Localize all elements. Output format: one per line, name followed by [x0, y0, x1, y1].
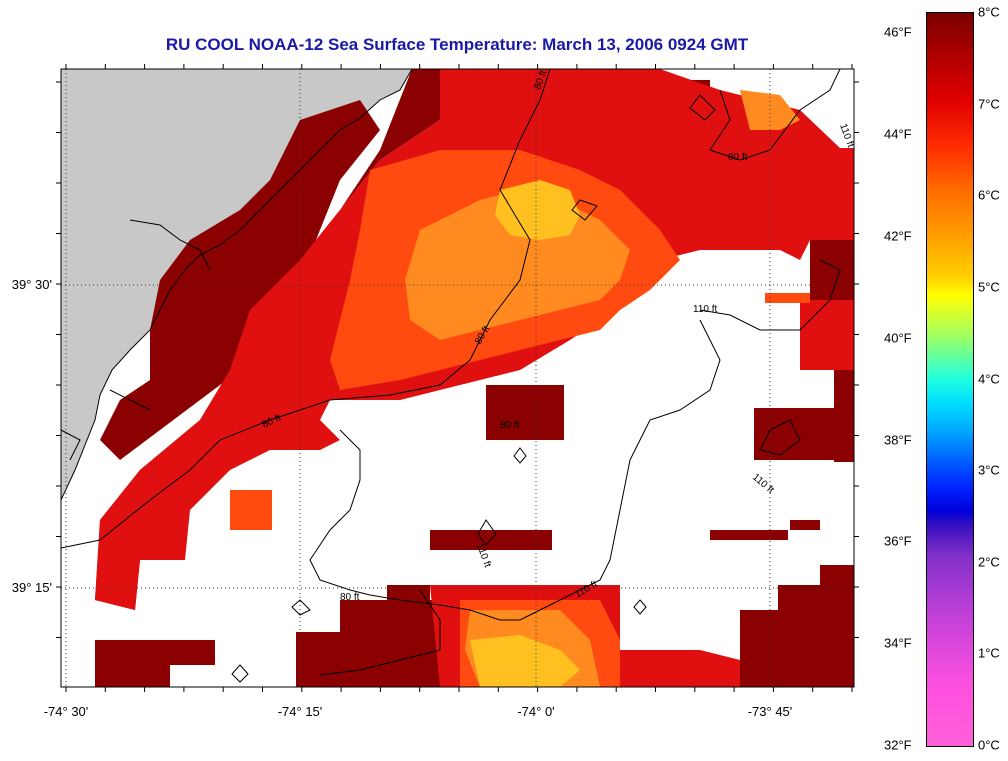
- colorbar-fahrenheit-label: 36°F: [884, 533, 912, 549]
- colorbar-celsius-label: 3°C: [978, 462, 1000, 478]
- colorbar-fahrenheit-label: 40°F: [884, 330, 912, 346]
- contour-label-80ft-b: 80 ft: [728, 152, 748, 163]
- map-title: RU COOL NOAA-12 Sea Surface Temperature:…: [165, 35, 749, 54]
- colorbar-celsius-label: 6°C: [978, 187, 1000, 203]
- colorbar-fahrenheit-label: 42°F: [884, 228, 912, 244]
- longitude-label-74-30: -74° 30': [43, 704, 89, 719]
- latitude-label-39-15: 39° 15': [11, 580, 52, 595]
- graticule: [61, 69, 854, 687]
- colorbar-fahrenheit-label: 38°F: [884, 432, 912, 448]
- colorbar-celsius-label: 7°C: [978, 96, 1000, 112]
- contour-label-80ft-e: 80 ft: [500, 420, 520, 431]
- sst-peak-field: [470, 180, 580, 687]
- colorbar-celsius-label: 0°C: [978, 737, 1000, 753]
- latitude-label-39-30: 39° 30': [11, 277, 52, 292]
- colorbar-fahrenheit-label: 34°F: [884, 635, 912, 651]
- colorbar-celsius-label: 1°C: [978, 645, 1000, 661]
- longitude-label-73-45: -73° 45': [747, 704, 793, 719]
- map-frame: [60, 68, 855, 688]
- longitude-label-74-15: -74° 15': [277, 704, 323, 719]
- axis-ticks: [56, 64, 859, 692]
- colorbar-fahrenheit-label: 32°F: [884, 737, 912, 753]
- depth-contours: [61, 69, 841, 683]
- colorbar-celsius-label: 8°C: [978, 4, 1000, 20]
- colorbar-fahrenheit-label: 46°F: [884, 24, 912, 40]
- colorbar-fahrenheit-label: 44°F: [884, 126, 912, 142]
- contour-labels: 80 ft 80 ft 80 ft 80 ft 80 ft 80 ft 110 …: [261, 69, 854, 603]
- coastline: [61, 69, 413, 501]
- colorbar-celsius-label: 2°C: [978, 554, 1000, 570]
- land-area: [61, 69, 412, 500]
- contour-label-110ft-a: 110 ft: [693, 304, 717, 315]
- colorbar-celsius-label: 4°C: [978, 371, 1000, 386]
- longitude-label-74-0: -74° 0': [517, 704, 555, 719]
- contour-label-80ft-f: 80 ft: [340, 592, 360, 603]
- colorbar-celsius-label: 5°C: [978, 279, 1000, 295]
- temperature-colorbar: [926, 12, 974, 747]
